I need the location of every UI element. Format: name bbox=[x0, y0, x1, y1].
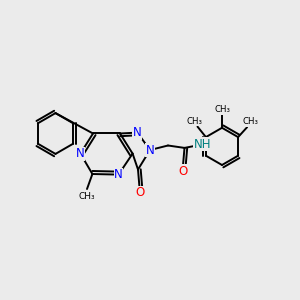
Text: CH₃: CH₃ bbox=[242, 117, 258, 126]
Text: NH: NH bbox=[194, 138, 211, 151]
Text: N: N bbox=[76, 147, 85, 160]
Text: CH₃: CH₃ bbox=[214, 105, 230, 114]
Text: N: N bbox=[133, 126, 142, 139]
Text: N: N bbox=[114, 168, 123, 181]
Text: CH₃: CH₃ bbox=[187, 117, 202, 126]
Text: O: O bbox=[178, 165, 188, 178]
Text: O: O bbox=[135, 186, 144, 200]
Text: CH₃: CH₃ bbox=[78, 192, 95, 201]
Text: N: N bbox=[146, 143, 154, 157]
